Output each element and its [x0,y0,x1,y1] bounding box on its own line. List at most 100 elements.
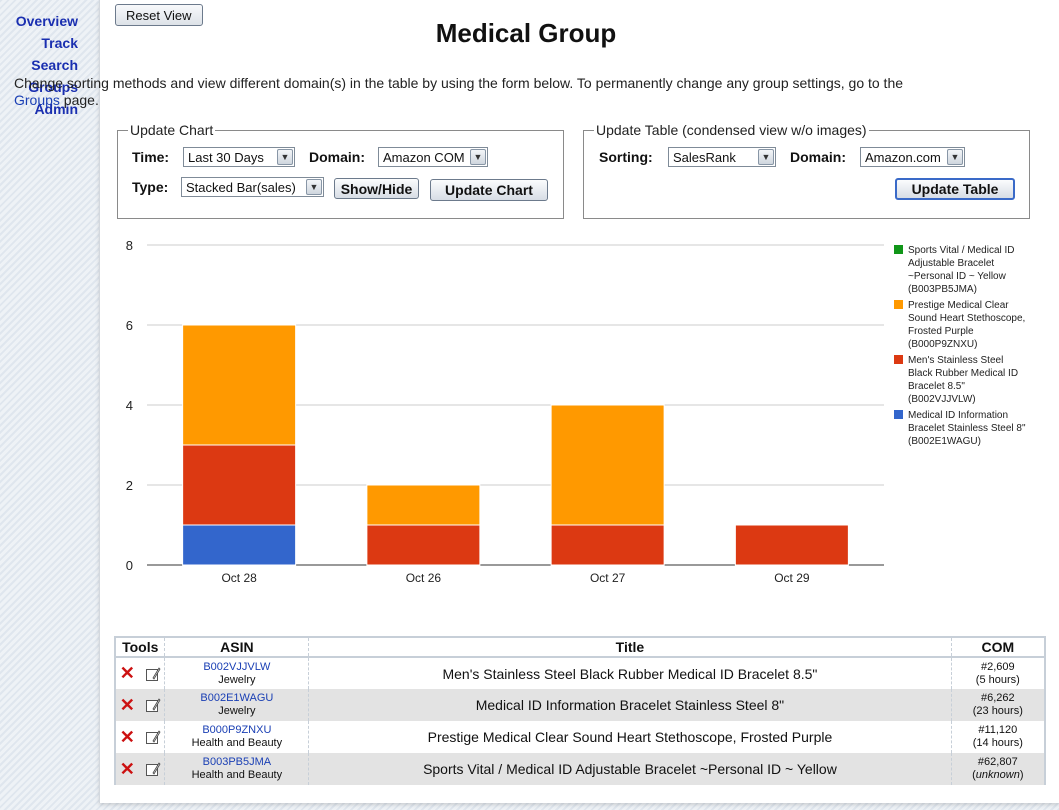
update-table-button[interactable]: Update Table [895,178,1015,200]
groups-link[interactable]: Groups [14,92,60,108]
legend-label: Sports Vital / Medical ID [908,245,1015,256]
update-chart-fieldset: Update Chart [117,122,564,219]
time-select-value: Last 30 Days [188,150,264,165]
bar-segment [182,524,297,566]
col-tools: Tools [114,636,165,658]
edit-icon[interactable] [144,697,162,713]
x-tick-label: Oct 26 [406,571,442,585]
edit-icon[interactable] [144,729,162,745]
update-chart-legend: Update Chart [130,122,214,138]
sales-rank: #62,807 [977,756,1018,768]
category-label: Health and Beauty [191,769,283,781]
intro-text-after: page. [59,92,99,108]
legend-label: Sound Heart Stethoscope, [908,313,1025,324]
time-select[interactable]: Last 30 Days ▼ [183,147,295,167]
legend-label: (B000P9ZNXU) [908,339,977,350]
bar-segment [366,484,481,526]
y-tick-label: 4 [126,398,133,413]
bar-segment [366,524,481,566]
intro-text-before: Change sorting methods and view differen… [14,75,904,91]
update-table-legend: Update Table (condensed view w/o images) [596,122,867,138]
table-domain-label: Domain: [790,149,846,165]
legend-swatch [894,355,903,364]
delete-icon[interactable]: ✕ [119,758,135,779]
rank-age: (unknown) [972,769,1024,781]
chevron-down-icon: ▼ [758,149,774,165]
legend-label: Prestige Medical Clear [908,300,1009,311]
table-domain-value: Amazon.com [865,150,941,165]
chevron-down-icon: ▼ [947,149,963,165]
sales-rank: #11,120 [978,724,1018,736]
update-table-fieldset: Update Table (condensed view w/o images) [583,122,1030,219]
reset-view-button[interactable]: Reset View [115,4,203,26]
col-asin: ASIN [164,636,309,658]
legend-label: Bracelet Stainless Steel 8" [908,423,1026,434]
legend-label: Medical ID Information [908,410,1008,421]
sales-rank: #6,262 [980,692,1015,704]
nav-groups[interactable]: Groups [28,79,78,95]
time-label: Time: [132,149,170,165]
x-tick-label: Oct 28 [221,571,257,585]
nav-overview[interactable]: Overview [15,13,78,29]
edit-icon[interactable] [144,761,162,777]
rank-age: (5 hours) [975,673,1020,686]
legend-swatch [894,410,903,419]
nav-track[interactable]: Track [41,35,78,51]
asin-link[interactable]: B002E1WAGU [200,692,274,704]
table-domain-select[interactable]: Amazon.com ▼ [860,147,965,167]
title-cell: Prestige Medical Clear Sound Heart Steth… [308,721,952,753]
col-title: Title [308,636,952,658]
type-label: Type: [132,179,169,195]
col-com: COM [950,636,1046,658]
asin-link[interactable]: B002VJJVLW [203,660,271,673]
chevron-down-icon: ▼ [306,179,322,195]
show-hide-button[interactable]: Show/Hide [334,178,419,199]
delete-icon[interactable]: ✕ [119,694,135,715]
delete-icon[interactable]: ✕ [119,663,135,683]
asin-cell: B000P9ZNXU Health and Beauty [164,721,309,753]
left-nav: Overview Track Search Groups Admin [0,10,80,120]
chart-domain-select[interactable]: Amazon COM ▼ [378,147,488,167]
update-chart-button[interactable]: Update Chart [430,179,548,201]
page-title: Medical Group [435,18,617,48]
tools-cell: ✕ [114,721,165,753]
legend-label: Men's Stainless Steel [908,355,1003,366]
legend-label: Bracelet 8.5" [908,381,965,392]
y-tick-label: 0 [126,558,133,573]
delete-icon[interactable]: ✕ [119,726,135,747]
category-label: Jewelry [218,705,256,717]
table-row: ✕ B003PB5JMA Health and Beauty Sports Vital… [114,753,1046,785]
sorting-select[interactable]: SalesRank ▼ [668,147,776,167]
title-cell: Medical ID Information Bracelet Stainles… [308,689,952,721]
edit-icon[interactable] [144,666,162,682]
nav-admin[interactable]: Admin [34,101,78,117]
rank-age: (23 hours) [972,705,1023,717]
asin-link[interactable]: B000P9ZNXU [202,724,272,736]
tools-cell: ✕ [114,753,165,785]
type-select-value: Stacked Bar(sales) [186,180,296,195]
chevron-down-icon: ▼ [470,149,486,165]
sales-chart: 0 2 4 6 8 Oct 28 Oct 26 Oct 27 Oct 29 Sports Vita… [126,238,1026,585]
bar-segment [182,324,297,446]
nav-search[interactable]: Search [31,57,78,73]
asin-link[interactable]: B003PB5JMA [202,756,272,768]
bar-segment [550,404,665,526]
type-select[interactable]: Stacked Bar(sales) ▼ [181,177,324,197]
legend-label: ~Personal ID ~ Yellow [908,271,1007,282]
intro-text: Change sorting methods and view differen… [14,75,944,109]
y-tick-label: 2 [126,478,133,493]
asin-cell: B002E1WAGU Jewelry [164,689,309,721]
bar-segment [734,524,849,566]
chart-domain-value: Amazon COM [383,150,465,165]
bar-segment [550,524,665,566]
rank-age: (14 hours) [972,737,1023,749]
title-cell: Men's Stainless Steel Black Rubber Medic… [308,657,952,689]
asin-cell: B002VJJVLW Jewelry [164,657,309,689]
bar-segment [182,444,297,526]
com-cell: #6,262 (23 hours) [950,689,1046,721]
table-row: ✕ B002VJJVLW Jewelry Men's Stainless Steel … [114,657,1046,689]
x-tick-label: Oct 29 [774,571,810,585]
table-row: ✕ B002E1WAGU Jewelry Medical ID Information… [114,689,1046,721]
legend-label: (B002E1WAGU) [908,436,981,447]
com-cell: #62,807 (unknown) [950,753,1046,785]
